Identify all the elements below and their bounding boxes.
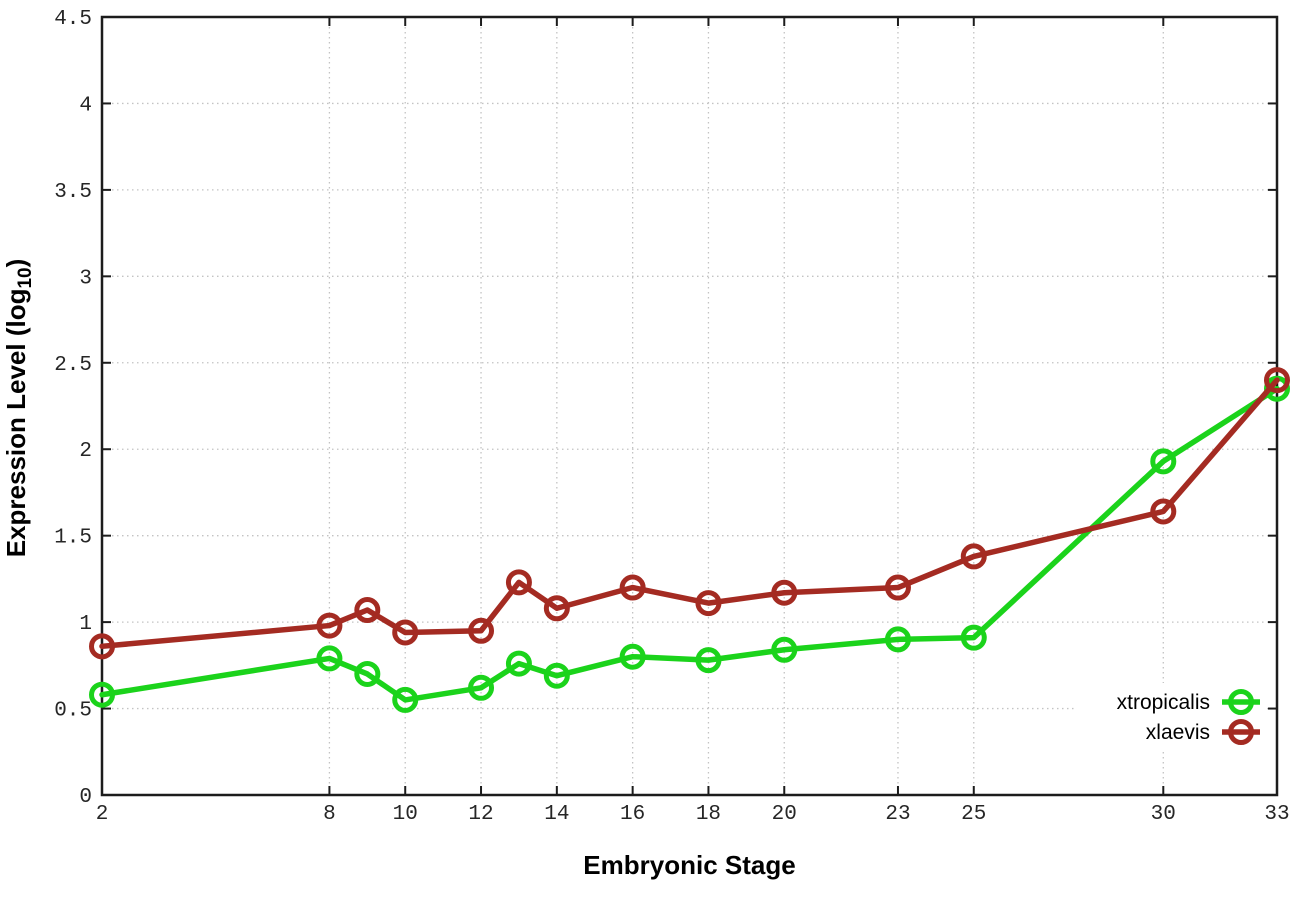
legend-marker-xtropicalis [1228, 689, 1254, 715]
y-tick-label-2.5: 2.5 [54, 354, 92, 377]
data-point-xlaevis-stage-12 [468, 617, 495, 644]
x-tick-label-16: 16 [620, 803, 645, 826]
data-point-xlaevis-stage-10 [392, 619, 419, 646]
x-tick-label-25: 25 [961, 803, 986, 826]
legend-label-xtropicalis: xtropicalis [1117, 691, 1210, 714]
x-tick-label-12: 12 [468, 803, 493, 826]
data-point-xtropicalis-stage-12 [468, 674, 495, 701]
x-tick-label-14: 14 [544, 803, 569, 826]
data-point-xlaevis-stage-33 [1264, 367, 1290, 394]
y-axis-title-main: Expression Level (log [1, 288, 31, 558]
y-tick-label-3.5: 3.5 [54, 181, 92, 204]
plot-border [100, 15, 1279, 797]
data-point-xtropicalis-stage-18 [695, 647, 722, 674]
data-point-xlaevis-stage-18 [695, 590, 722, 617]
data-point-xlaevis-stage-25 [960, 543, 987, 570]
data-point-xlaevis-stage-2 [89, 633, 115, 660]
data-point-xlaevis-stage-14 [543, 595, 570, 622]
x-tick-label-10: 10 [393, 803, 418, 826]
y-tick-label-1.5: 1.5 [54, 527, 92, 550]
data-point-xtropicalis-stage-30 [1150, 448, 1177, 475]
legend-label-xlaevis: xlaevis [1146, 721, 1210, 744]
data-point-xtropicalis-stage-23 [884, 626, 911, 653]
y-axis-title-end: ) [1, 258, 31, 268]
y-tick-label-4: 4 [79, 94, 92, 117]
data-point-xlaevis-stage-16 [619, 574, 646, 601]
y-tick-label-1: 1 [79, 613, 92, 636]
data-point-xlaevis-stage-8 [316, 612, 343, 639]
data-point-xtropicalis-stage-2 [89, 681, 115, 708]
data-point-xtropicalis-stage-8 [316, 645, 343, 672]
data-point-xtropicalis-stage-16 [619, 643, 646, 670]
data-point-xlaevis-stage-20 [771, 579, 798, 606]
y-tick-label-3: 3 [79, 267, 92, 290]
y-tick-label-4.5: 4.5 [54, 8, 92, 31]
y-tick-label-0: 0 [79, 786, 92, 809]
data-point-xlaevis-stage-13 [505, 569, 532, 596]
data-point-xtropicalis-stage-25 [960, 624, 987, 651]
data-point-xlaevis-stage-23 [884, 574, 911, 601]
y-axis-title: Expression Level (log10) [1, 163, 37, 653]
x-tick-label-8: 8 [323, 803, 336, 826]
legend-marker-xlaevis [1228, 719, 1254, 745]
data-point-xtropicalis-stage-10 [392, 686, 419, 713]
data-point-xtropicalis-stage-9 [354, 660, 381, 687]
data-point-xtropicalis-stage-13 [505, 650, 532, 677]
x-tick-label-30: 30 [1151, 803, 1176, 826]
x-tick-label-18: 18 [696, 803, 721, 826]
series-line-xtropicalis [99, 385, 1280, 703]
y-axis-title-subscript: 10 [15, 267, 36, 289]
data-point-xlaevis-stage-9 [354, 597, 381, 624]
x-tick-label-2: 2 [96, 803, 109, 826]
x-tick-label-33: 33 [1264, 803, 1289, 826]
series-line-xlaevis [99, 377, 1280, 650]
x-tick-label-23: 23 [885, 803, 910, 826]
y-tick-label-0.5: 0.5 [54, 700, 92, 723]
y-tick-label-2: 2 [79, 440, 92, 463]
x-axis-title: Embryonic Stage [583, 850, 796, 880]
x-tick-label-20: 20 [772, 803, 797, 826]
data-point-xtropicalis-stage-20 [771, 636, 798, 663]
data-point-xtropicalis-stage-14 [543, 662, 570, 689]
data-point-xlaevis-stage-30 [1150, 498, 1177, 525]
